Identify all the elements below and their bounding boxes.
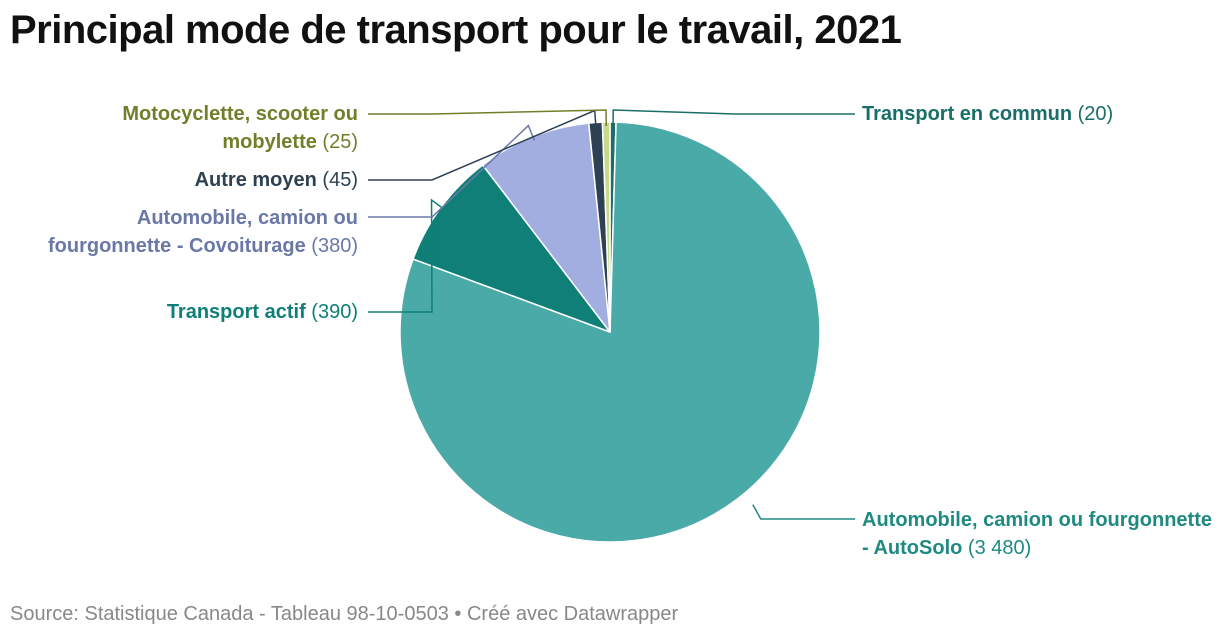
label-value: (380) [311,235,358,257]
label-value: (20) [1077,103,1114,125]
label-autosolo: Automobile, camion ou fourgonnette - Aut… [862,506,1212,562]
label-covoiturage: Automobile, camion ou fourgonnette - Cov… [38,204,358,260]
label-value: (25) [322,131,358,153]
chart-footer: Source: Statistique Canada - Tableau 98-… [10,603,678,626]
label-motocyclette: Motocyclette, scooter ou mobylette (25) [58,100,358,156]
leader-line-autre-moyen [368,109,597,181]
separator: • [454,603,462,625]
label-name: Autre moyen [194,169,317,191]
label-autre-moyen: Autre moyen (45) [195,166,358,194]
leader-line-autosolo [752,504,855,520]
label-value: (45) [322,169,358,191]
label-name: Motocyclette, scooter ou mobylette [122,103,358,153]
label-transport-en-commun: Transport en commun (20) [862,100,1113,128]
label-value: (3 480) [967,537,1032,559]
leader-line-motocyclette [368,109,608,127]
source-text: Source: Statistique Canada - Tableau 98-… [10,603,449,625]
label-value: (390) [311,301,358,323]
label-name: Transport en commun [862,103,1073,125]
label-transport-actif: Transport actif (390) [167,298,358,326]
credit-text: Créé avec Datawrapper [466,603,679,625]
label-name: Automobile, camion ou fourgonnette - Aut… [862,509,1212,559]
leader-line-transport-actif [368,198,445,313]
leader-line-transport-en-commun [612,109,855,127]
chart-title: Principal mode de transport pour le trav… [10,8,902,52]
label-name: Automobile, camion ou fourgonnette - Cov… [47,207,358,257]
label-name: Transport actif [166,301,306,323]
leader-line-covoiturage [368,124,535,218]
